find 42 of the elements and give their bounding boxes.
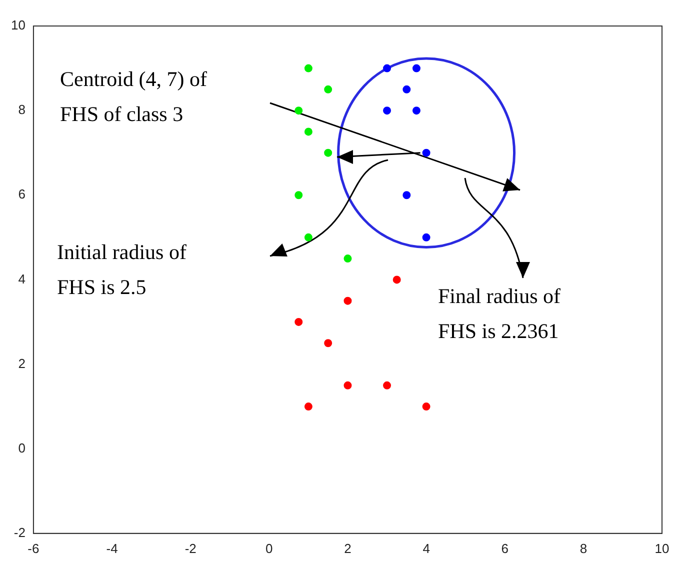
point (392, 276, 401, 284)
point (383, 64, 392, 72)
point (383, 106, 392, 115)
x-tick-label: 6 (501, 540, 508, 556)
x-tick-label: -2 (184, 540, 196, 556)
annotation: Centroid (4, 7) of FHS of class 3 (60, 62, 207, 132)
point (344, 381, 352, 390)
point (422, 402, 430, 411)
point (412, 64, 420, 72)
point (402, 191, 411, 200)
point (294, 191, 303, 200)
x-tick-label: 8 (580, 540, 588, 556)
x-tick-label: 0 (266, 540, 273, 556)
point (304, 64, 312, 72)
y-tick-label: 8 (18, 102, 26, 118)
y-tick-label: 4 (18, 271, 26, 286)
point (412, 106, 420, 115)
x-tick-label: 4 (422, 540, 430, 556)
point (324, 339, 332, 348)
y-tick-label: 0 (18, 440, 26, 456)
point (324, 85, 332, 94)
point (422, 233, 430, 242)
point (294, 106, 303, 115)
point (304, 402, 312, 411)
point (324, 148, 332, 157)
y-tick-label: 2 (18, 356, 26, 371)
point (344, 254, 352, 263)
x-tick-label: 2 (344, 540, 352, 556)
point (294, 318, 303, 326)
point (344, 296, 352, 305)
y-tick-label: 10 (10, 18, 26, 33)
point (304, 233, 312, 242)
y-tick-label: 6 (18, 186, 26, 202)
x-tick-label: -4 (106, 540, 118, 556)
point (402, 85, 411, 94)
y-tick-label: -2 (14, 524, 26, 540)
annotation: Final radius of FHS is 2.2361 (438, 279, 560, 349)
x-tick-label: -6 (28, 540, 40, 556)
annotation: Initial radius of FHS is 2.5 (57, 235, 186, 305)
point (383, 381, 392, 390)
x-tick-label: 10 (654, 540, 670, 556)
point (304, 128, 312, 136)
